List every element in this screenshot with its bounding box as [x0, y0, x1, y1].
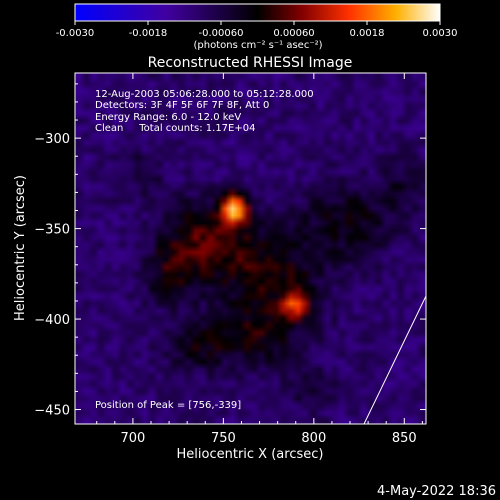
colorbar-tick-label: -0.0030 [56, 28, 95, 39]
y-axis-label: Heliocentric Y (arcsec) [13, 175, 28, 321]
annotation-peak: Position of Peak = [756,-339] [95, 400, 241, 411]
chart-title: Reconstructed RHESSI Image [148, 55, 353, 71]
colorbar-ticks: -0.0030 -0.0018 -0.00060 0.00060 0.0018 0.003… [56, 21, 458, 39]
colorbar-tick-label: 0.00060 [273, 28, 314, 39]
x-axis: 700 750 800 850 [96, 73, 423, 446]
annotation-time: 12-Aug-2003 05:06:28.000 to 05:12:28.000 [95, 89, 314, 100]
footer-date: 4-May-2022 18:36 [377, 484, 496, 499]
plot-frame [74, 72, 427, 425]
x-tick-label: 750 [211, 431, 236, 446]
annotation-energy: Energy Range: 6.0 - 12.0 keV [95, 112, 241, 123]
heatmap-image [75, 73, 426, 424]
x-tick-label: 700 [120, 431, 145, 446]
colorbar-tick-label: -0.00060 [199, 28, 244, 39]
solar-limb-line [363, 295, 427, 425]
y-tick-label: −300 [34, 132, 70, 147]
y-axis: −300 −350 −400 −450 [34, 83, 426, 419]
y-tick-label: −450 [34, 404, 70, 419]
x-tick-label: 850 [392, 431, 417, 446]
annotation-clean: Clean Total counts: 1.17E+04 [95, 123, 255, 134]
colorbar-tick-label: 0.0030 [423, 28, 458, 39]
colorbar-tick-label: -0.0018 [129, 28, 168, 39]
x-axis-label: Heliocentric X (arcsec) [177, 447, 324, 462]
y-tick-label: −400 [34, 313, 70, 328]
x-tick-label: 800 [301, 431, 326, 446]
colorbar [74, 3, 441, 22]
annotation-detectors: Detectors: 3F 4F 5F 6F 7F 8F, Att 0 [95, 100, 269, 111]
colorbar-tick-label: 0.0018 [350, 28, 385, 39]
colorbar-unit-label: (photons cm⁻² s⁻¹ asec⁻²) [193, 40, 322, 51]
y-tick-label: −350 [34, 223, 70, 238]
